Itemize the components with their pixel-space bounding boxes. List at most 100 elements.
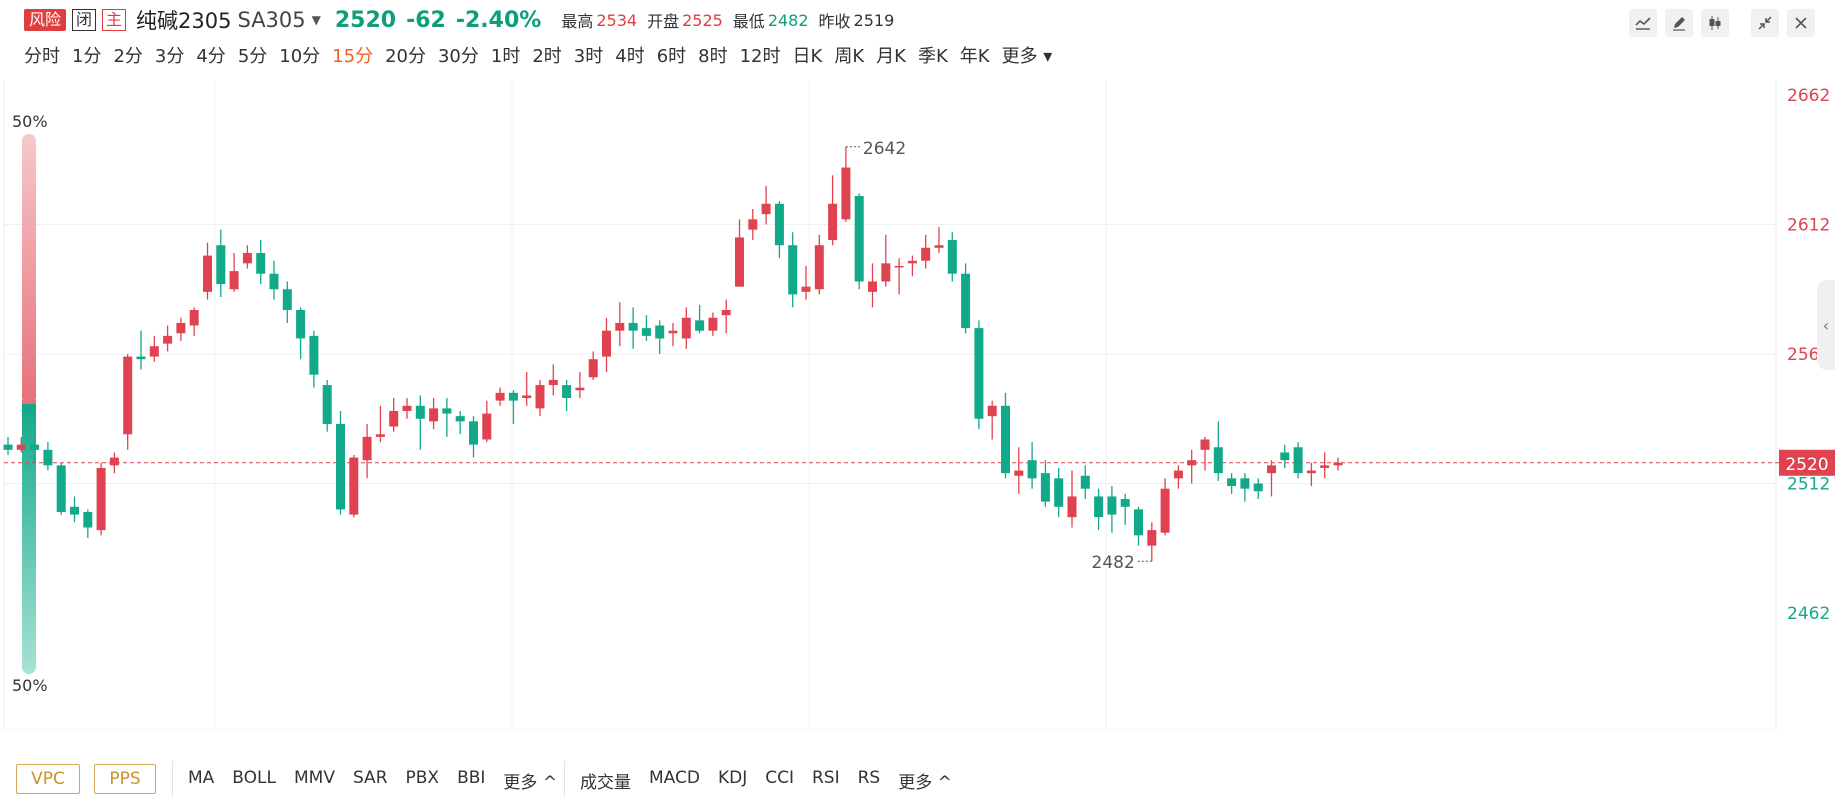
candle-body[interactable] — [1253, 483, 1263, 492]
chevron-down-icon[interactable]: ▼ — [311, 13, 321, 27]
candle-body[interactable] — [495, 392, 505, 401]
candle-body[interactable] — [535, 385, 545, 409]
candle-body[interactable] — [242, 252, 252, 264]
candle-body[interactable] — [1094, 496, 1104, 518]
candle-body[interactable] — [548, 379, 558, 386]
candle-body[interactable] — [934, 245, 944, 248]
candle-body[interactable] — [868, 281, 877, 292]
candle-body[interactable] — [229, 271, 239, 290]
candle-body[interactable] — [575, 387, 585, 391]
candle-body[interactable] — [508, 392, 518, 401]
candle-style-icon[interactable] — [1701, 9, 1729, 37]
candle-body[interactable] — [907, 260, 917, 264]
candle-body[interactable] — [1306, 470, 1316, 474]
candle-body[interactable] — [163, 335, 173, 344]
candle-body[interactable] — [203, 255, 212, 292]
sub-indicator-0[interactable]: 成交量 — [580, 773, 631, 793]
kline-chart-svg[interactable]: 11-30 22:4512-01 22:3012-02 22:1512-05 2… — [0, 78, 1835, 756]
candle-body[interactable] — [921, 247, 931, 261]
candle-body[interactable] — [1160, 488, 1170, 533]
candle-body[interactable] — [43, 449, 53, 466]
candle-body[interactable] — [721, 309, 731, 316]
sub-indicator-1[interactable]: MACD — [649, 768, 700, 788]
candle-body[interactable] — [1027, 460, 1037, 479]
candle-body[interactable] — [602, 330, 611, 357]
candle-body[interactable] — [136, 356, 146, 360]
candle-body[interactable] — [336, 423, 345, 510]
candle-body[interactable] — [987, 405, 997, 417]
candle-body[interactable] — [1067, 496, 1077, 518]
candle-body[interactable] — [841, 167, 851, 220]
candle-body[interactable] — [1120, 499, 1130, 507]
candle-body[interactable] — [442, 408, 452, 414]
candle-body[interactable] — [1187, 460, 1197, 466]
candle-body[interactable] — [801, 286, 811, 292]
tab-period-8[interactable]: 20分 — [385, 46, 426, 67]
tab-period-22[interactable]: 更多 ▾ — [1001, 46, 1053, 67]
candle-body[interactable] — [1014, 470, 1024, 476]
tab-period-21[interactable]: 年K — [959, 46, 990, 67]
overlay-indicator-3[interactable]: SAR — [352, 768, 388, 788]
candle-body[interactable] — [429, 408, 439, 422]
candle-body[interactable] — [562, 385, 572, 399]
candle-body[interactable] — [854, 196, 864, 282]
candle-body[interactable] — [668, 330, 678, 334]
candle-body[interactable] — [402, 405, 412, 411]
tab-period-7[interactable]: 15分 — [332, 46, 374, 67]
tab-period-0[interactable]: 分时 — [24, 46, 60, 67]
tab-period-15[interactable]: 8时 — [698, 46, 728, 67]
candle-body[interactable] — [1227, 478, 1237, 487]
candle-body[interactable] — [588, 359, 598, 378]
candle-body[interactable] — [641, 328, 651, 336]
candle-body[interactable] — [1147, 530, 1157, 546]
collapse-side-panel-icon[interactable]: ‹ — [1817, 280, 1835, 370]
tab-period-1[interactable]: 1分 — [72, 46, 102, 67]
sub-indicator-2[interactable]: KDJ — [717, 768, 748, 788]
tab-period-2[interactable]: 2分 — [113, 46, 143, 67]
candle-body[interactable] — [3, 444, 13, 450]
tab-period-19[interactable]: 月K — [876, 46, 906, 67]
candle-body[interactable] — [1240, 478, 1250, 489]
candle-body[interactable] — [415, 405, 425, 419]
candle-body[interactable] — [455, 416, 465, 422]
tab-period-13[interactable]: 4时 — [615, 46, 645, 67]
tab-period-12[interactable]: 3时 — [573, 46, 604, 67]
candle-body[interactable] — [1107, 496, 1117, 515]
tab-period-3[interactable]: 3分 — [154, 46, 185, 67]
sub-indicator-4[interactable]: RSI — [812, 768, 840, 788]
candle-body[interactable] — [628, 322, 638, 331]
candle-body[interactable] — [735, 237, 744, 287]
candle-body[interactable] — [1173, 470, 1183, 479]
candle-body[interactable] — [16, 444, 26, 450]
candle-body[interactable] — [482, 413, 492, 440]
tab-period-16[interactable]: 12时 — [739, 46, 781, 67]
candle-body[interactable] — [256, 252, 266, 274]
overlay-indicator-4[interactable]: PBX — [405, 768, 440, 788]
tab-period-9[interactable]: 30分 — [437, 46, 479, 67]
candle-body[interactable] — [149, 346, 159, 357]
candle-body[interactable] — [522, 395, 532, 399]
candle-body[interactable] — [123, 356, 133, 435]
close-icon[interactable] — [1787, 9, 1815, 37]
kline-chart[interactable]: 11-30 22:4512-01 22:3012-02 22:1512-05 2… — [0, 78, 1835, 756]
candle-body[interactable] — [189, 309, 199, 326]
candle-body[interactable] — [1134, 509, 1143, 536]
candle-body[interactable] — [1293, 447, 1303, 474]
candle-body[interactable] — [974, 328, 984, 419]
candle-body[interactable] — [362, 436, 372, 461]
candle-body[interactable] — [216, 245, 226, 285]
candle-body[interactable] — [615, 322, 625, 331]
candle-body[interactable] — [894, 265, 904, 268]
candle-body[interactable] — [296, 309, 306, 339]
candle-body[interactable] — [389, 410, 399, 427]
candle-body[interactable] — [30, 444, 40, 450]
candle-body[interactable] — [269, 273, 279, 290]
candle-body[interactable] — [681, 317, 691, 339]
candle-body[interactable] — [961, 273, 971, 329]
candle-body[interactable] — [375, 434, 385, 437]
tab-period-6[interactable]: 10分 — [279, 46, 321, 67]
candle-body[interactable] — [176, 322, 186, 334]
tab-period-20[interactable]: 季K — [917, 46, 948, 67]
vpc-button[interactable]: VPC — [16, 764, 80, 794]
sub-indicator-6[interactable]: 更多 ^ — [898, 773, 952, 793]
